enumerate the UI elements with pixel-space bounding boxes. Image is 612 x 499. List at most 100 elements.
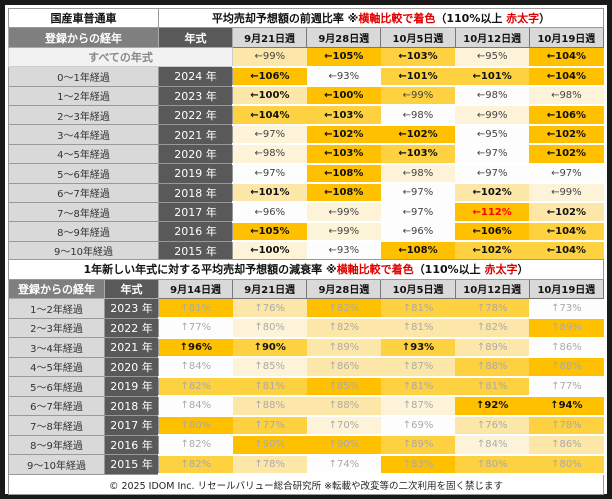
data-cell: ↑90% (232, 435, 307, 456)
data-cell: ↑96% (158, 337, 233, 358)
data-cell: ←98% (455, 86, 530, 107)
table-row: 9～10年経過 2015 年 ↑82% ↑78% ↑74% ↑83% ↑80% ↑80% (8, 454, 604, 475)
model-year: 2015 年 (104, 454, 159, 475)
age-label: 8～9年経過 (8, 434, 105, 455)
data-cell: ←102% (380, 124, 456, 146)
table-row: 6～7年経過 2018 年 ←101% ←108% ←97% ←102% ←99% (8, 182, 604, 204)
data-cell: ↑81% (455, 376, 530, 397)
data-cell: ↑94% (529, 396, 604, 417)
data-cell: ↑77% (232, 415, 307, 436)
data-cell: ↑76% (232, 298, 307, 319)
model-year: 2017 年 (158, 201, 233, 223)
age-label: 9～10年経過 (8, 454, 105, 475)
title-text: （110%以上 (435, 12, 507, 26)
copyright-footer: © 2025 IDOM Inc. リセールバリュー総合研究所 ※転載や改変等の二… (8, 473, 604, 495)
data-cell: ←100% (232, 241, 307, 262)
age-label: 1～2年経過 (8, 298, 105, 319)
data-cell: ↑88% (455, 357, 530, 378)
week-header: 9月21日週 (232, 278, 308, 299)
data-cell: ←93% (306, 241, 381, 262)
age-label: 2～3年経過 (8, 104, 159, 126)
model-year: 2015 年 (158, 240, 233, 262)
data-cell: ↑76% (455, 415, 530, 436)
table-row: 0～1年経過 2024 年 ←106% ←93% ←101% ←101% ←104% (8, 66, 604, 88)
header-age: 登録からの経年 (8, 278, 105, 299)
age-label: 6～7年経過 (8, 182, 159, 203)
data-cell: ←103% (380, 47, 456, 68)
title-text: ） (517, 263, 529, 277)
data-cell: ←96% (232, 202, 307, 223)
data-cell: ↑88% (306, 396, 381, 417)
week-header: 9月28日週 (306, 27, 382, 48)
data-cell: ←101% (455, 66, 530, 88)
data-cell: ↑90% (232, 337, 307, 358)
week-header: 9月14日週 (157, 278, 234, 299)
model-year: 2023 年 (104, 298, 159, 319)
age-label: 4～5年経過 (8, 143, 159, 165)
data-cell: ↑85% (306, 376, 381, 397)
data-cell: ↑82% (158, 376, 233, 397)
model-year: 2021 年 (104, 337, 159, 358)
header-year: 年式 (158, 27, 233, 48)
data-cell: ←102% (455, 183, 530, 204)
week-header: 10月19日週 (528, 278, 605, 299)
data-cell: ↑84% (158, 357, 233, 378)
data-cell: ←102% (455, 241, 530, 262)
data-cell: ↑84% (158, 396, 233, 417)
data-cell: ←98% (380, 163, 456, 185)
age-label: 3～4年経過 (8, 124, 159, 145)
data-cell: ←104% (529, 241, 604, 262)
table-row: 5～6年経過 2019 年 ↑82% ↑81% ↑85% ↑81% ↑81% ↑77% (8, 376, 604, 397)
data-cell: ↑88% (232, 396, 307, 417)
table-row: 2～3年経過 2022 年 ←104% ←103% ←98% ←99% ←106% (8, 104, 604, 126)
week-header: 10月12日週 (454, 278, 530, 299)
table-row: 1～2年経過 2023 年 ←100% ←100% ←99% ←98% ←98% (8, 85, 604, 107)
model-year: 2024 年 (158, 66, 233, 87)
data-cell: ↑80% (232, 318, 307, 339)
age-label: 2～3年経過 (8, 317, 105, 338)
data-cell: ↑74% (306, 454, 381, 475)
data-cell: ↑82% (158, 454, 233, 475)
title-text: （110%以上 (413, 263, 485, 277)
data-cell: ↑92% (455, 396, 530, 417)
data-cell: ←102% (529, 202, 604, 223)
age-label: 5～6年経過 (8, 163, 159, 184)
data-cell: ↑77% (529, 376, 604, 397)
table-row: 7～8年経過 2017 年 ←96% ←99% ←97% ←112% ←102% (8, 201, 604, 223)
model-year: 2022 年 (158, 104, 233, 126)
table-row: 3～4年経過 2021 年 ←97% ←102% ←102% ←95% ←102% (8, 124, 604, 146)
data-cell: ↑89% (380, 435, 456, 456)
weekly-ratio-table: 国産車普通車 平均売却予想額の前週比率 ※横軸比較で着色（110%以上 赤太字）… (8, 7, 605, 262)
title-text: ） (539, 12, 551, 26)
data-cell: ←102% (529, 144, 604, 165)
data-cell: ↑90% (306, 435, 381, 456)
data-cell: ↑87% (380, 396, 456, 417)
data-cell: ←99% (455, 105, 530, 126)
data-cell: ←99% (306, 221, 381, 243)
model-year: 2016 年 (104, 434, 159, 455)
data-cell: ←108% (306, 183, 381, 204)
model-year: 2019 年 (104, 376, 159, 397)
data-cell: ←97% (455, 144, 530, 165)
model-year: 2018 年 (158, 182, 233, 203)
data-cell: ↑93% (380, 337, 456, 358)
data-cell: ←112% (455, 202, 530, 223)
data-cell: ←99% (380, 86, 456, 107)
age-label: 1～2年経過 (8, 85, 159, 106)
table-title: 1年新しい年式に対する平均売却予想額の減衰率 ※横軸比較で着色（110%以上 赤… (8, 259, 604, 280)
data-cell: ←104% (529, 66, 604, 88)
data-cell: ←102% (306, 124, 381, 146)
table-row: 2～3年経過 2022 年 ↑77% ↑80% ↑82% ↑81% ↑82% ↑89% (8, 317, 604, 339)
age-label: 7～8年経過 (8, 415, 105, 436)
category-label: 国産車普通車 (8, 7, 159, 29)
data-cell: ←98% (529, 86, 604, 107)
data-cell: ↑69% (380, 415, 456, 436)
data-cell: ←108% (380, 241, 456, 262)
data-cell: ←98% (380, 105, 456, 126)
data-cell: ←97% (455, 163, 530, 185)
data-cell: ↑82% (455, 318, 530, 339)
data-cell: ←100% (232, 86, 307, 107)
data-cell: ←99% (306, 202, 381, 223)
model-year: 2018 年 (104, 395, 159, 416)
title-note: 赤太字 (506, 12, 540, 26)
